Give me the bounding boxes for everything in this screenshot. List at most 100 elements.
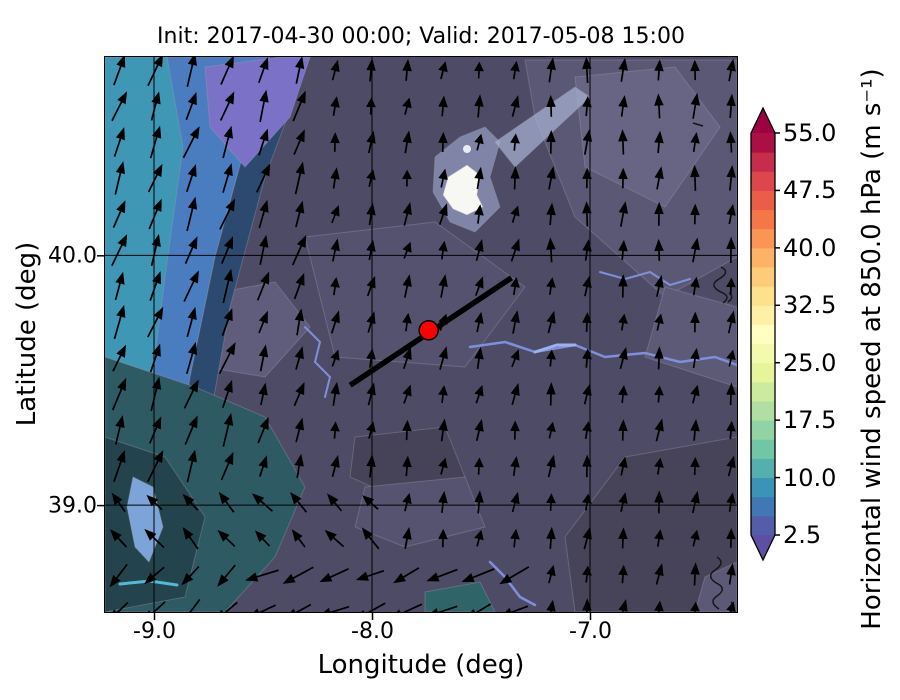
wind-arrow-icon: [219, 198, 236, 230]
colorbar-band: [751, 152, 775, 172]
wind-arrow-icon: [618, 313, 628, 331]
wind-arrow-icon: [510, 205, 520, 223]
colorbar-tick-label: 47.5: [783, 176, 837, 205]
wind-arrow-icon: [282, 566, 314, 584]
wind-arrow-icon: [510, 277, 520, 296]
wind-arrow-icon: [396, 603, 423, 612]
wind-arrow-icon: [510, 349, 520, 368]
wind-arrow-icon: [291, 234, 307, 266]
wind-arrow-icon: [186, 306, 197, 338]
wind-arrow-icon: [323, 605, 350, 612]
river: [533, 343, 577, 354]
wind-arrow-icon: [546, 493, 556, 511]
wind-arrow-icon: [510, 491, 520, 513]
wind-arrow-icon: [393, 567, 420, 584]
wind-arrow-icon: [221, 379, 233, 409]
x-axis-label: Longitude (deg): [317, 650, 525, 680]
wind-arrow-icon: [182, 126, 200, 159]
wind-map-canvas: [105, 57, 737, 612]
wind-arrow-icon: [546, 237, 556, 263]
wind-arrow-icon: [546, 564, 556, 584]
colorbar-outline: [750, 106, 776, 562]
coast-squiggle: [692, 122, 704, 127]
wind-arrow-icon: [726, 455, 736, 477]
right-edge-light: [644, 286, 737, 388]
wind-arrow-icon: [259, 234, 269, 265]
colorbar-band: [751, 343, 775, 364]
wind-arrow-icon: [324, 529, 345, 548]
wind-arrow-icon: [186, 57, 198, 87]
wind-arrow-icon: [111, 234, 128, 267]
wind-arrow-icon: [438, 346, 448, 370]
wind-arrow-icon: [330, 310, 340, 334]
wind-arrow-icon: [438, 203, 448, 225]
colorbar: [750, 106, 780, 562]
y-tick-label: 40.0: [48, 243, 97, 269]
wind-arrow-icon: [257, 416, 269, 444]
wind-arrow-icon: [217, 564, 236, 587]
wind-arrow-icon: [438, 131, 448, 153]
x-tick-label: -9.0: [133, 619, 176, 644]
coast-squiggle: [709, 556, 723, 610]
wind-arrow-icon: [726, 563, 736, 585]
wind-arrow-icon: [654, 457, 664, 475]
wind-arrow-icon: [402, 312, 412, 332]
colorbar-band: [751, 247, 775, 268]
wind-arrow-icon: [546, 129, 556, 154]
wind-arrow-icon: [361, 527, 380, 550]
wind-arrow-icon: [690, 347, 700, 369]
wind-arrow-icon: [654, 130, 664, 154]
wind-arrow-icon: [618, 456, 628, 476]
wind-arrow-icon: [426, 568, 458, 582]
wind-arrow-icon: [474, 204, 484, 224]
coast-purple-patch: [204, 57, 311, 168]
wind-arrow-icon: [582, 493, 592, 511]
wind-arrow-icon: [245, 569, 279, 582]
wind-arrow-icon: [546, 454, 556, 478]
colorbar-tick-label: 2.5: [783, 521, 822, 549]
river: [599, 270, 691, 287]
wind-arrow-icon: [330, 381, 340, 406]
wind-arrow-icon: [546, 526, 556, 549]
wind-arrow-icon: [726, 93, 736, 119]
colorbar-tick-label: 40.0: [783, 233, 837, 262]
wind-arrow-icon: [582, 167, 592, 189]
wind-arrow-icon: [438, 528, 448, 548]
wind-arrow-icon: [654, 238, 664, 261]
map-plot-area: [104, 56, 738, 613]
wind-arrow-icon: [148, 198, 162, 230]
wind-arrow-icon: [402, 384, 412, 404]
wind-arrow-icon: [618, 201, 629, 227]
wind-arrow-icon: [366, 202, 376, 226]
wind-arrow-icon: [330, 59, 340, 81]
wind-arrow-icon: [654, 563, 664, 585]
wind-arrow-icon: [254, 530, 271, 547]
wind-arrow-icon: [546, 382, 556, 406]
wind-arrow-icon: [618, 527, 628, 549]
wind-arrow-icon: [330, 276, 340, 296]
wind-arrow-icon: [258, 382, 268, 406]
wind-arrow-icon: [292, 90, 306, 122]
wind-arrow-icon: [510, 133, 520, 151]
wind-arrow-icon: [330, 205, 340, 224]
wind-arrow-icon: [251, 493, 273, 512]
wind-arrow-icon: [726, 601, 736, 612]
wind-arrow-icon: [474, 61, 484, 79]
wind-arrow-icon: [438, 490, 448, 513]
wind-arrow-icon: [330, 238, 340, 262]
colorbar-band: [751, 420, 775, 440]
wind-arrow-icon: [690, 457, 700, 476]
wind-arrow-icon: [402, 455, 412, 477]
wind-arrow-icon: [319, 568, 349, 583]
wind-arrow-icon: [149, 125, 162, 159]
snow-patch: [442, 164, 484, 216]
wind-arrow-icon: [474, 490, 484, 514]
wind-arrow-icon: [290, 491, 308, 513]
wind-arrow-icon: [327, 493, 343, 512]
plot-title: Init: 2017-04-30 00:00; Valid: 2017-05-0…: [157, 24, 685, 49]
center-light: [304, 221, 526, 368]
colorbar-band: [751, 305, 775, 325]
wind-arrow-icon: [221, 236, 234, 265]
wind-arrow-icon: [402, 492, 412, 512]
wind-arrow-icon: [222, 125, 233, 159]
